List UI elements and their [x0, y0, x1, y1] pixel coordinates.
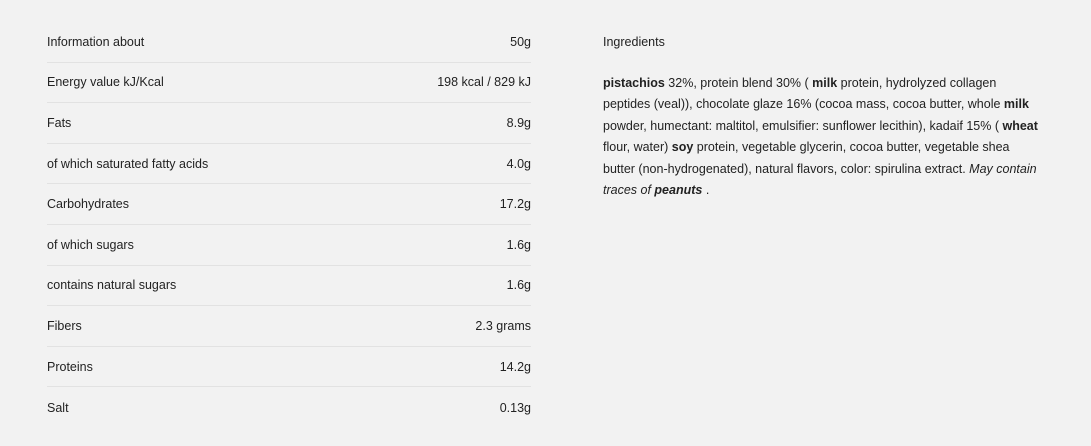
nutrition-value: 8.9g	[506, 115, 531, 130]
nutrition-row: of which saturated fatty acids 4.0g	[47, 144, 531, 185]
ingredient-segment: wheat	[1002, 118, 1038, 133]
nutrition-row: of which sugars 1.6g	[47, 225, 531, 266]
nutrition-label: Carbohydrates	[47, 197, 129, 212]
ingredient-segment: 32%, protein blend 30% (	[664, 75, 813, 90]
nutrition-row: Energy value kJ/Kcal 198 kcal / 829 kJ	[47, 63, 531, 104]
ingredient-segment: soy	[671, 140, 694, 155]
nutrition-label: Information about	[47, 34, 145, 49]
nutrition-row: Information about 50g	[47, 22, 531, 63]
nutrition-row: Carbohydrates 17.2g	[47, 184, 531, 225]
ingredient-segment: milk	[812, 75, 838, 90]
ingredients-section: Ingredients pistachios 32%, protein blen…	[603, 22, 1043, 202]
nutrition-label: contains natural sugars	[47, 278, 177, 293]
nutrition-value: 1.6g	[506, 237, 531, 252]
nutrition-value: 50g	[510, 34, 531, 49]
nutrition-row: Fibers 2.3 grams	[47, 306, 531, 347]
nutrition-label: Salt	[47, 400, 69, 415]
ingredient-segment: pistachios	[603, 75, 665, 90]
ingredient-segment: protein, hydrolyzed collagen peptides (v…	[603, 75, 1004, 112]
nutrition-value: 14.2g	[499, 359, 531, 374]
ingredients-text: pistachios 32%, protein blend 30% ( milk…	[603, 73, 1043, 202]
ingredient-segment: powder, humectant: maltitol, emulsifier:…	[603, 118, 1003, 133]
ingredients-title: Ingredients	[603, 35, 665, 49]
ingredient-segment: peanuts	[654, 183, 703, 198]
nutrition-label: Fats	[47, 115, 72, 130]
nutrition-value: 2.3 grams	[475, 318, 531, 333]
nutrition-row: Fats 8.9g	[47, 103, 531, 144]
nutrition-value: 17.2g	[499, 197, 531, 212]
nutrition-row: Proteins 14.2g	[47, 347, 531, 388]
nutrition-label: of which saturated fatty acids	[47, 156, 209, 171]
nutrition-label: Fibers	[47, 318, 82, 333]
nutrition-row: Salt 0.13g	[47, 387, 531, 428]
ingredient-segment: protein, vegetable glycerin, cocoa butte…	[603, 140, 1010, 176]
nutrition-label: of which sugars	[47, 237, 134, 252]
nutrition-value: 0.13g	[499, 400, 531, 415]
nutrition-label: Energy value kJ/Kcal	[47, 75, 164, 90]
nutrition-value: 198 kcal / 829 kJ	[437, 75, 531, 90]
nutrition-value: 1.6g	[506, 278, 531, 293]
nutrition-label: Proteins	[47, 359, 93, 374]
ingredient-segment: milk	[1003, 97, 1029, 112]
ingredient-segment: flour, water)	[603, 140, 672, 155]
ingredient-segment: May contain traces of	[603, 161, 1037, 198]
ingredient-segment: .	[702, 183, 710, 198]
nutrition-table: Information about 50g Energy value kJ/Kcal…	[47, 22, 531, 428]
nutrition-value: 4.0g	[506, 156, 531, 171]
nutrition-row: contains natural sugars 1.6g	[47, 266, 531, 307]
